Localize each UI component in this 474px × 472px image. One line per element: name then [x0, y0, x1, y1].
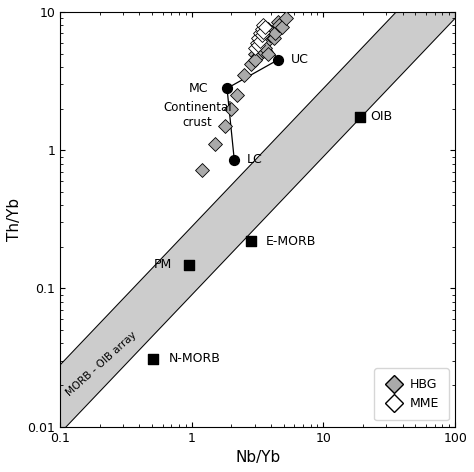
Point: [185, 261, 193, 269]
Point: [264, 50, 272, 57]
Point: [199, 166, 206, 174]
Point: [258, 25, 265, 33]
Point: [256, 41, 264, 49]
Point: [267, 28, 275, 35]
Point: [247, 237, 255, 245]
Y-axis label: Th/Yb: Th/Yb: [7, 198, 22, 241]
Point: [278, 23, 285, 31]
Point: [222, 122, 229, 130]
Point: [270, 34, 278, 42]
Text: Continental
crust: Continental crust: [163, 101, 232, 129]
Point: [256, 30, 264, 37]
Legend: HBG, MME: HBG, MME: [374, 368, 449, 421]
Point: [251, 56, 258, 64]
Point: [260, 47, 267, 55]
Point: [261, 23, 269, 31]
Point: [264, 25, 272, 33]
Point: [261, 44, 269, 51]
Point: [223, 84, 231, 92]
Point: [255, 34, 262, 42]
Point: [240, 71, 248, 79]
Point: [272, 30, 279, 37]
Point: [251, 50, 258, 57]
Point: [228, 105, 235, 112]
Point: [230, 156, 238, 164]
Point: [211, 141, 219, 148]
Text: UC: UC: [291, 53, 309, 67]
Text: PM: PM: [154, 258, 173, 271]
Point: [253, 39, 260, 46]
Point: [356, 113, 364, 120]
Text: OIB: OIB: [371, 110, 393, 123]
X-axis label: Nb/Yb: Nb/Yb: [235, 450, 280, 465]
Point: [258, 39, 265, 46]
Point: [275, 22, 283, 29]
Polygon shape: [60, 0, 455, 433]
Text: MORB - OIB array: MORB - OIB array: [64, 330, 138, 398]
Point: [260, 34, 267, 42]
Point: [255, 41, 262, 49]
Point: [256, 37, 264, 44]
Point: [266, 31, 273, 39]
Point: [274, 56, 282, 64]
Point: [274, 18, 282, 25]
Text: MC: MC: [189, 82, 208, 95]
Text: E-MORB: E-MORB: [266, 235, 316, 248]
Point: [247, 60, 255, 68]
Point: [260, 22, 267, 29]
Point: [253, 44, 260, 51]
Point: [261, 30, 269, 37]
Point: [251, 44, 258, 51]
Point: [150, 355, 157, 362]
Point: [263, 37, 271, 44]
Point: [255, 52, 262, 60]
Point: [283, 15, 290, 22]
Point: [258, 31, 265, 39]
Text: LC: LC: [247, 153, 263, 167]
Text: N-MORB: N-MORB: [168, 352, 220, 365]
Point: [260, 28, 267, 35]
Point: [233, 92, 241, 99]
